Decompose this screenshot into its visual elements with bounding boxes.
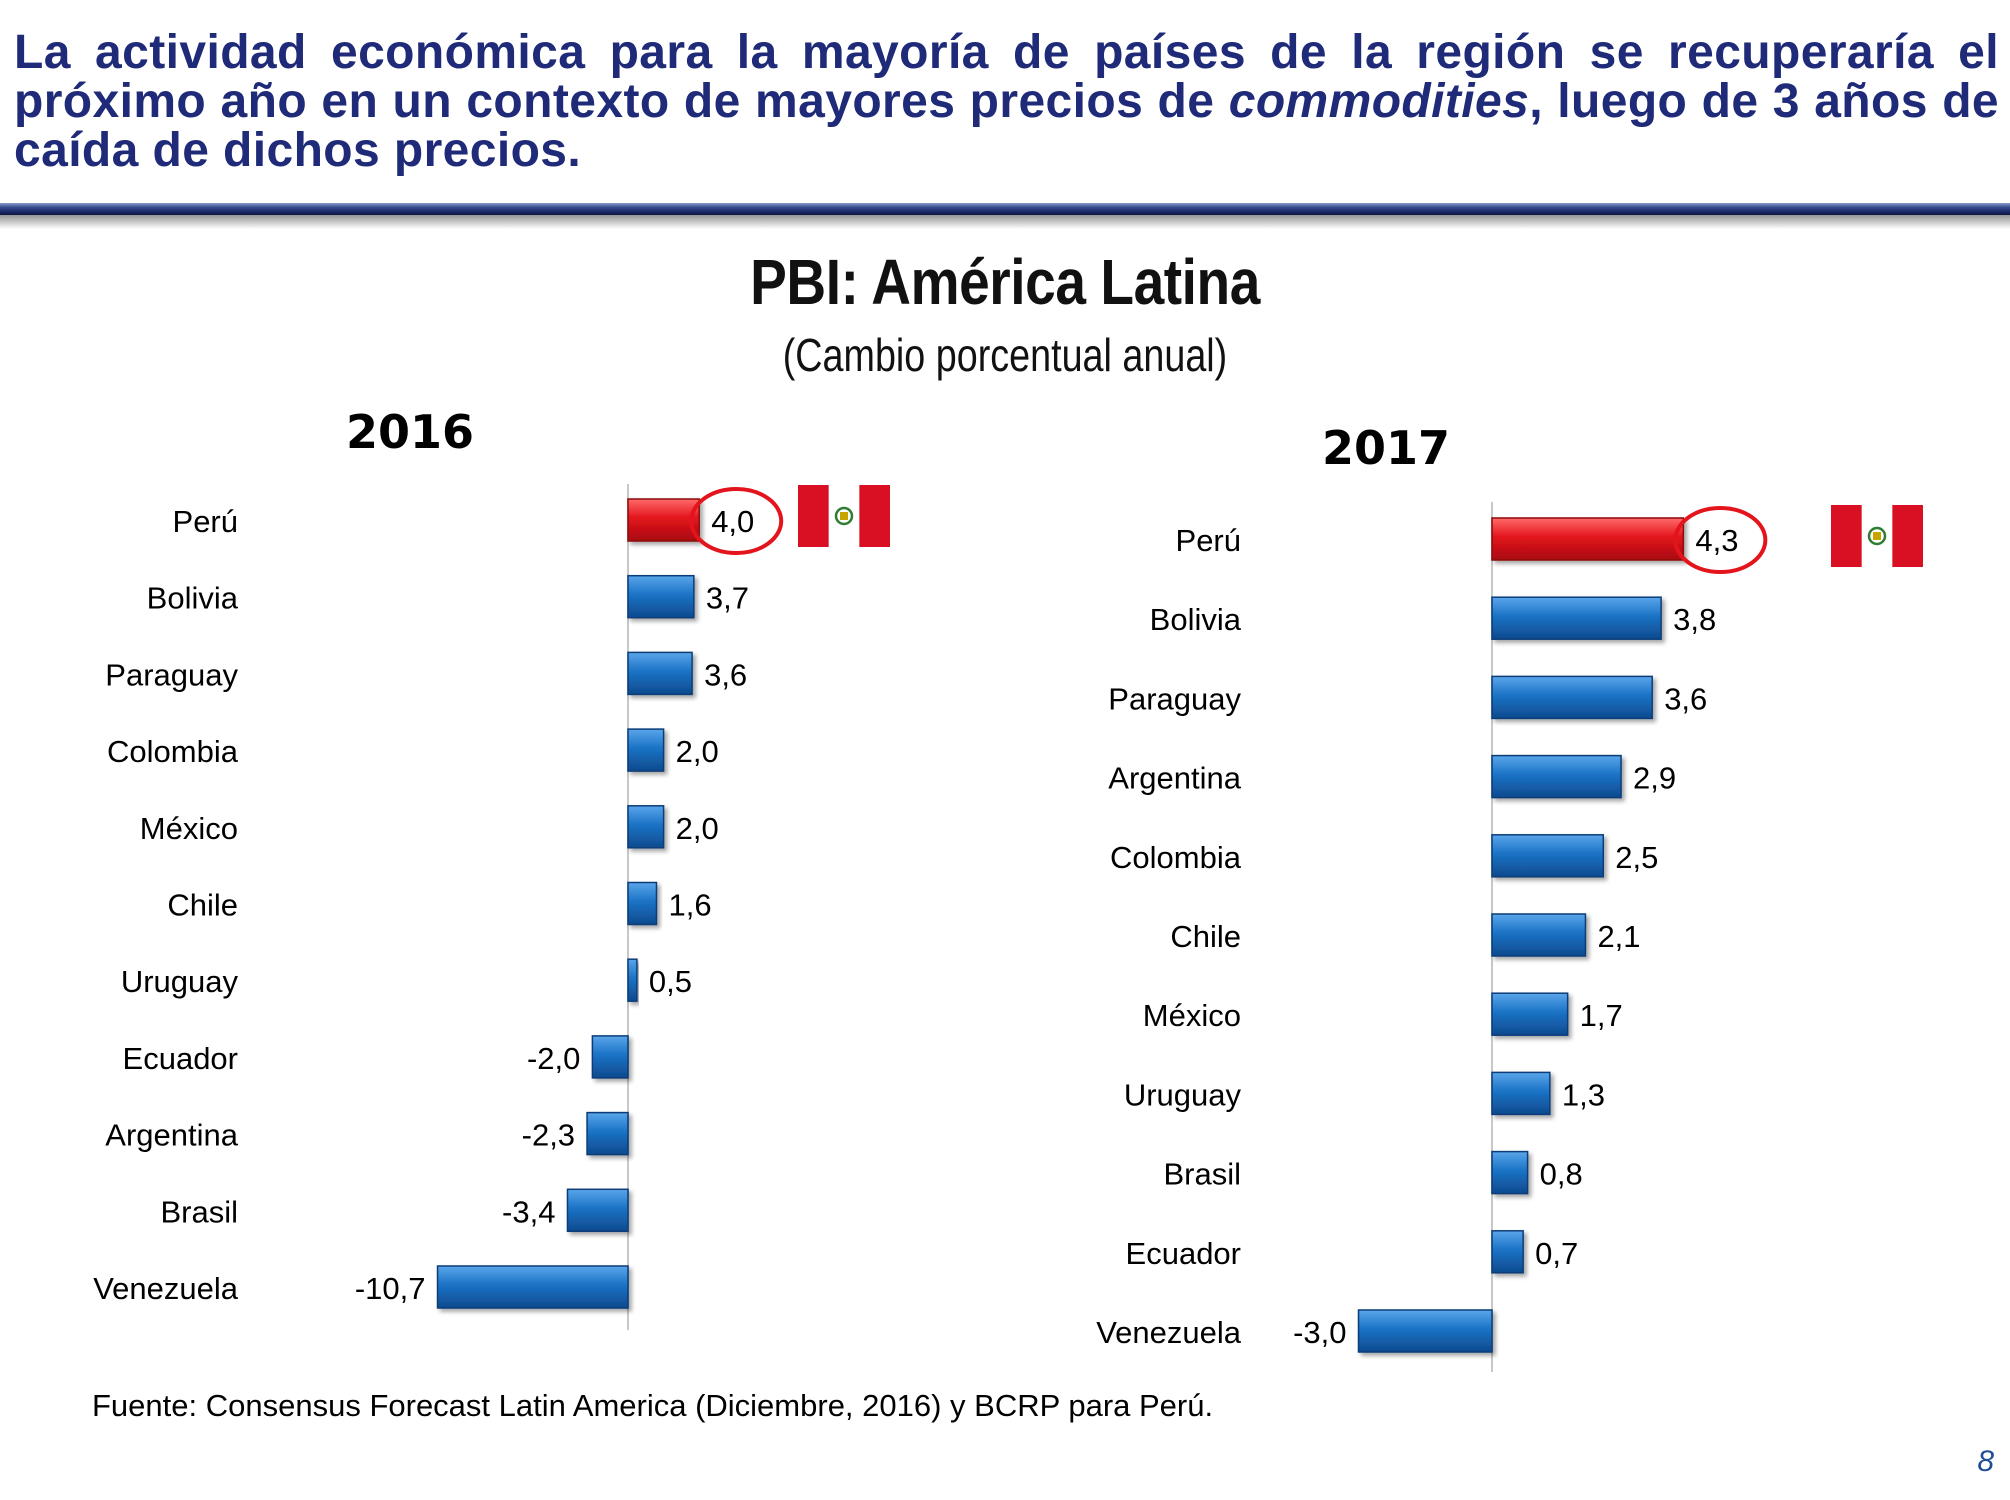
- chart-2017-ecuador-bar: [1491, 1230, 1524, 1274]
- chart-2017-brasil-label: Brasil: [1163, 1157, 1241, 1192]
- header-divider: [0, 203, 2010, 215]
- chart-2016-peru-flag-left-stripe: [798, 485, 829, 547]
- chart-2016-peru-value-label: 4,0: [711, 504, 754, 539]
- chart-2017-title: 2017: [1322, 421, 1451, 475]
- header-text-part1: La actividad económica para la mayoría d…: [14, 26, 1999, 128]
- chart-2017-bolivia-label: Bolivia: [1150, 602, 1242, 637]
- chart-2017-mexico-bar: [1491, 992, 1569, 1036]
- chart-2017-argentina-label: Argentina: [1108, 761, 1241, 796]
- chart-2016-venezuela-bar: [436, 1265, 629, 1309]
- chart-2017-ecuador-value-label: 0,7: [1535, 1236, 1578, 1271]
- chart-2016-colombia-label: Colombia: [107, 734, 239, 769]
- chart-2017-chile-label: Chile: [1170, 919, 1241, 954]
- chart-2017-colombia-label: Colombia: [1110, 840, 1242, 875]
- chart-2016-chile-label: Chile: [167, 888, 238, 923]
- chart-2017-peru-flag-shield-icon: [1873, 532, 1881, 540]
- chart-2016-mexico-label: México: [140, 811, 238, 846]
- chart-2016-peru-flag-coat-of-arms-icon: [834, 506, 854, 526]
- chart-2017-peru-value-label: 4,3: [1695, 523, 1738, 558]
- chart-2016-paraguay-value-label: 3,6: [704, 657, 747, 692]
- chart-2017-venezuela-bar: [1357, 1309, 1493, 1353]
- chart-2017-bolivia-bar: [1491, 596, 1662, 640]
- chart-2016-argentina-bar: [586, 1111, 629, 1156]
- chart-2016-chile-value-label: 1,6: [668, 888, 711, 923]
- page-number: 8: [1977, 1445, 1994, 1478]
- chart-2016-chile-bar: [627, 881, 658, 926]
- chart-2017-chile-value-label: 2,1: [1597, 919, 1640, 954]
- chart-2016-venezuela-value-label: -10,7: [355, 1271, 426, 1306]
- chart-2017-paraguay-value-label: 3,6: [1664, 681, 1707, 716]
- chart-2016-peru-flag-shield-icon: [840, 512, 848, 520]
- chart-2017-brasil-bar: [1491, 1150, 1529, 1195]
- chart-2017-colombia-value-label: 2,5: [1615, 840, 1658, 875]
- header-text-italic: commodities: [1228, 75, 1530, 128]
- chart-2016-bolivia-value-label: 3,7: [706, 581, 749, 616]
- chart-2017-paraguay-bar: [1491, 675, 1653, 720]
- chart-2016-peru-bar: [627, 498, 700, 542]
- chart-2016-paraguay-label: Paraguay: [105, 657, 238, 692]
- chart-2017-bolivia-value-label: 3,8: [1673, 602, 1716, 637]
- chart-2016-brasil-value-label: -3,4: [502, 1194, 555, 1229]
- chart-2016-ecuador-label: Ecuador: [123, 1041, 238, 1076]
- chart-subtitle: (Cambio porcentual anual): [782, 329, 1228, 381]
- chart-2016-uruguay-label: Uruguay: [121, 964, 239, 999]
- chart-2017-peru-flag-left-stripe: [1831, 505, 1862, 567]
- chart-2016-title: 2016: [346, 405, 475, 459]
- chart-2017-peru-label: Perú: [1176, 523, 1241, 558]
- chart-2016-peru-flag-right-stripe: [859, 485, 890, 547]
- chart-2016-peru-label: Perú: [173, 504, 238, 539]
- chart-2016-argentina-label: Argentina: [105, 1118, 238, 1153]
- chart-2017-peru-flag-coat-of-arms-icon: [1867, 526, 1887, 546]
- chart-2016-peru-highlight-circle: [689, 487, 784, 555]
- chart-2017-brasil-value-label: 0,8: [1540, 1157, 1583, 1192]
- chart-2017-colombia-bar: [1491, 834, 1604, 878]
- chart-2016-mexico-bar: [627, 805, 665, 849]
- chart-2016-brasil-label: Brasil: [160, 1194, 238, 1229]
- chart-2016-uruguay-value-label: 0,5: [649, 964, 692, 999]
- slide-header: La actividad económica para la mayoría d…: [14, 28, 1999, 175]
- chart-2017-argentina-bar: [1491, 754, 1622, 799]
- chart-2016-bolivia-bar: [627, 574, 695, 619]
- chart-2016-argentina-value-label: -2,3: [522, 1118, 575, 1153]
- chart-2016-ecuador-bar: [591, 1035, 629, 1079]
- chart-2017-venezuela-label: Venezuela: [1096, 1315, 1242, 1350]
- chart-2017-uruguay-label: Uruguay: [1124, 1077, 1242, 1112]
- chart-2017-peru-highlight-circle: [1673, 506, 1768, 574]
- chart-2017-argentina-value-label: 2,9: [1633, 761, 1676, 796]
- chart-2017-ecuador-label: Ecuador: [1126, 1236, 1241, 1271]
- chart-2017-paraguay-label: Paraguay: [1108, 681, 1241, 716]
- chart-2017-uruguay-value-label: 1,3: [1562, 1077, 1605, 1112]
- chart-2017-mexico-value-label: 1,7: [1580, 998, 1623, 1033]
- chart-2016-paraguay-bar: [627, 651, 693, 696]
- chart-2017-chile-bar: [1491, 913, 1587, 957]
- chart-title: PBI: América Latina: [750, 246, 1260, 318]
- chart-2016-brasil-bar: [566, 1188, 629, 1233]
- chart-2017-peru-bar: [1491, 517, 1685, 561]
- source-note: Fuente: Consensus Forecast Latin America…: [92, 1388, 1214, 1423]
- chart-2016-colombia-bar: [627, 728, 665, 772]
- chart-2016-mexico-value-label: 2,0: [676, 811, 719, 846]
- header-divider-shadow: [0, 215, 2010, 229]
- chart-2016-ecuador-value-label: -2,0: [527, 1041, 580, 1076]
- chart-2017-venezuela-value-label: -3,0: [1293, 1315, 1346, 1350]
- chart-2016-colombia-value-label: 2,0: [676, 734, 719, 769]
- header-text-part2: , luego de 3 años de caída de dichos pre…: [14, 75, 2000, 177]
- chart-2017-uruguay-bar: [1491, 1071, 1551, 1116]
- chart-2016-uruguay-bar: [627, 958, 638, 1002]
- chart-2017-mexico-label: México: [1143, 998, 1241, 1033]
- chart-2017-peru-flag-right-stripe: [1892, 505, 1923, 567]
- chart-2016-venezuela-label: Venezuela: [93, 1271, 239, 1306]
- chart-2016-bolivia-label: Bolivia: [147, 581, 239, 616]
